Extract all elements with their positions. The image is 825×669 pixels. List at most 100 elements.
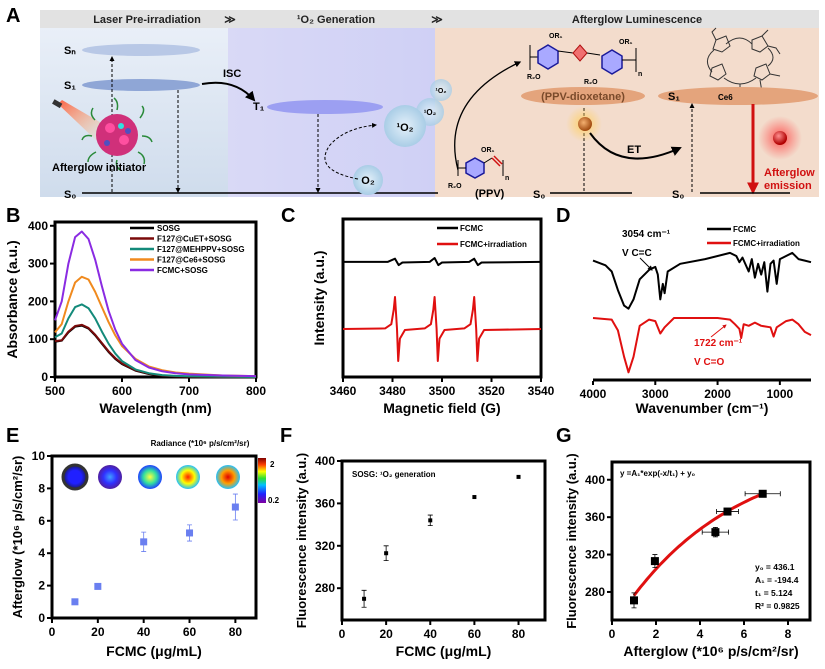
afterglow-initiator-label: Afterglow initiator xyxy=(52,162,147,174)
energy-transfer-arrow xyxy=(589,132,682,160)
plot-frame xyxy=(341,217,543,379)
panel-g-correlation-chart: G 0 2 4 6 8 280 320 360 400 Afterglow (*10⁶ p/s/cm… xyxy=(556,425,812,659)
ce6-label: Ce6 xyxy=(718,93,733,102)
s1-level xyxy=(82,79,200,91)
afterglow-region-background xyxy=(435,28,819,197)
panel-label: B xyxy=(6,205,20,227)
x-tick-label: 0 xyxy=(49,625,56,639)
singlet-oxygen-label-mid: ¹O₂ xyxy=(424,108,437,117)
panel-label-a: A xyxy=(6,5,20,27)
panel-label: E xyxy=(6,425,19,447)
s0-label: S₀ xyxy=(64,189,76,201)
data-point xyxy=(472,495,477,500)
y-tick-label: 0 xyxy=(38,611,45,625)
dioxetane-or1-label: OR₁ xyxy=(619,39,633,46)
singlet-oxygen-label-big: ¹O₂ xyxy=(396,122,413,134)
emission-label-line1: Afterglow xyxy=(764,167,815,179)
banner-singlet-oxygen-generation: ¹O₂ Generation xyxy=(297,14,376,26)
y-tick-label: 200 xyxy=(28,294,48,308)
annotation-cc-bond: V C=C xyxy=(622,248,652,259)
banner-afterglow-luminescence: Afterglow Luminescence xyxy=(572,14,702,26)
banner-laser-pre-irradiation: Laser Pre-irradiation xyxy=(93,14,201,26)
plot-frame xyxy=(53,220,258,379)
x-tick-label: 2000 xyxy=(704,387,731,401)
data-point xyxy=(711,528,720,537)
sn-label: Sₙ xyxy=(64,45,76,57)
panel-e-afterglow-chart: E 0 20 40 60 80 0 2 4 6 8 10 FCMC (μg/mL) Afterglow (… xyxy=(6,425,280,659)
data-point xyxy=(94,582,102,590)
sn-level xyxy=(82,44,200,56)
legend-label: SOSG xyxy=(157,224,180,233)
x-tick-label: 500 xyxy=(45,384,65,398)
y-tick-label: 2 xyxy=(38,579,45,593)
y-tick-label: 280 xyxy=(315,581,335,595)
legend-label: F127@CuET+SOSG xyxy=(157,235,232,244)
y-axis-title: Intensity (a.u.) xyxy=(311,251,327,346)
emission-icon xyxy=(773,131,787,145)
y-axis-title: Fluorescence intensity (a.u.) xyxy=(564,453,579,629)
dioxetane-n-label: n xyxy=(638,71,642,78)
et-label: ET xyxy=(627,144,641,156)
data-point xyxy=(186,529,194,537)
luminescence-well-image xyxy=(138,465,162,489)
y-tick-label: 360 xyxy=(315,496,335,510)
y-tick-label: 8 xyxy=(38,481,45,495)
panel-a-diagram: A Laser Pre-irradiation ≫ ¹O₂ Generation… xyxy=(6,5,819,201)
nanoparticle-icon xyxy=(81,97,153,171)
data-point xyxy=(362,596,367,601)
x-axis-title: FCMC (μg/mL) xyxy=(396,643,492,659)
y-tick-label: 320 xyxy=(315,539,335,553)
data-point xyxy=(71,598,79,606)
radiance-title: Radiance (*10⁶ p/s/cm²/sr) xyxy=(151,439,250,448)
dioxetane-level xyxy=(521,87,645,105)
ce6-s1-level xyxy=(658,87,818,105)
x-tick-label: 20 xyxy=(379,627,393,641)
plot-frame xyxy=(50,454,258,620)
x-tick-label: 3500 xyxy=(429,384,456,398)
x-tick-label: 60 xyxy=(183,625,197,639)
fit-parameter-a1: A₁ = -194.4 xyxy=(755,575,799,585)
singlet-oxygen-label-small: ¹O₂ xyxy=(436,88,447,95)
x-tick-label: 20 xyxy=(91,625,105,639)
luminescence-well-image xyxy=(176,465,200,489)
y-tick-label: 10 xyxy=(32,449,46,463)
y-tick-label: 300 xyxy=(28,257,48,271)
panel-label: C xyxy=(281,205,295,227)
x-tick-label: 800 xyxy=(246,384,266,398)
x-tick-label: 80 xyxy=(512,627,526,641)
s0-ppv-label: S₀ xyxy=(533,189,545,201)
x-tick-label: 80 xyxy=(229,625,243,639)
excited-intermediate-icon xyxy=(578,117,592,131)
series-line-f127-mehppv-sosg xyxy=(54,303,257,378)
x-tick-label: 0 xyxy=(339,627,346,641)
x-tick-label: 2 xyxy=(653,627,660,641)
data-point xyxy=(758,489,767,498)
annotation-co-wavenumber: 1722 cm⁻¹ xyxy=(694,338,743,349)
x-tick-label: 60 xyxy=(468,627,482,641)
legend-label: F127@Ce6+SOSG xyxy=(157,256,226,265)
series-line-fcmc-irradiation xyxy=(592,317,812,374)
singlet-oxygen-bubble xyxy=(384,105,426,147)
ppv-dioxetane-molecule-icon xyxy=(529,44,637,75)
x-tick-label: 3460 xyxy=(330,384,357,398)
y-tick-label: 100 xyxy=(28,332,48,346)
panel-label: F xyxy=(280,425,292,447)
dioxetane-r2o-label: R₂O xyxy=(584,79,598,86)
fit-curve xyxy=(632,492,764,597)
x-tick-label: 600 xyxy=(112,384,132,398)
double-chevron-icon: ≫ xyxy=(224,14,236,26)
fit-equation: y =A₁*exp(-x/t₁) + y₀ xyxy=(620,469,696,478)
annotation-arrow xyxy=(710,324,727,338)
colorbar-min-label: 0.2 xyxy=(268,496,280,505)
data-point xyxy=(231,503,239,511)
luminescence-well-image xyxy=(61,463,89,491)
ppv-or1-label: OR₁ xyxy=(481,147,495,154)
t1-label: T₁ xyxy=(253,101,265,113)
luminescence-well-image xyxy=(216,465,240,489)
x-tick-label: 6 xyxy=(741,627,748,641)
isc-label: ISC xyxy=(223,68,241,80)
x-tick-label: 40 xyxy=(424,627,438,641)
series-line-fcmc xyxy=(343,257,542,267)
